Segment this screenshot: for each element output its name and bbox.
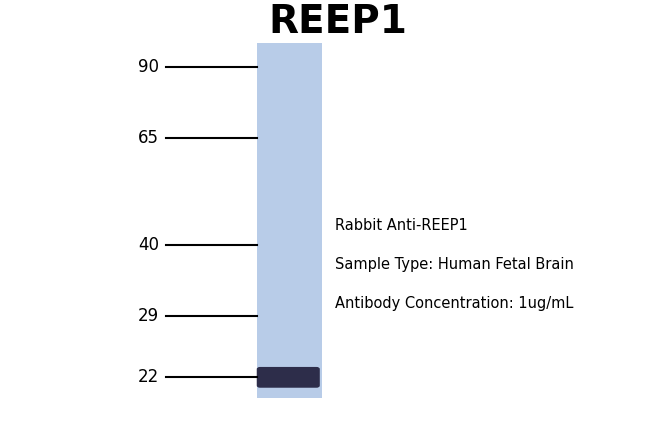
FancyBboxPatch shape	[257, 367, 320, 388]
Text: REEP1: REEP1	[268, 3, 408, 41]
Text: 65: 65	[138, 129, 159, 147]
Text: Rabbit Anti-REEP1: Rabbit Anti-REEP1	[335, 218, 467, 233]
Text: 22: 22	[138, 368, 159, 386]
Text: 40: 40	[138, 236, 159, 255]
Text: 29: 29	[138, 307, 159, 325]
Text: 90: 90	[138, 58, 159, 75]
Text: Antibody Concentration: 1ug/mL: Antibody Concentration: 1ug/mL	[335, 296, 573, 310]
Text: Sample Type: Human Fetal Brain: Sample Type: Human Fetal Brain	[335, 257, 573, 271]
Bar	[257, 43, 322, 398]
